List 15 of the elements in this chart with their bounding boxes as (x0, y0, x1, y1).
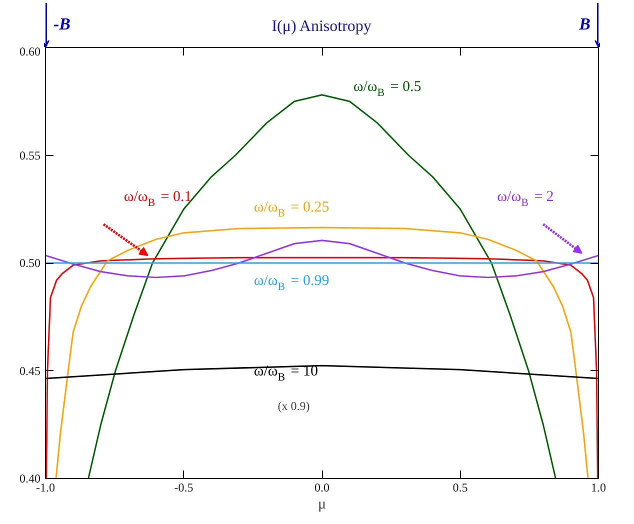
y-tick-label: 0.50 (20, 256, 40, 270)
y-tick-label: 0.60 (20, 44, 40, 58)
annotation: (x 0.9) (278, 398, 310, 413)
y-tick-label: 0.40 (20, 472, 40, 486)
text: B (578, 14, 591, 34)
x-tick-label: 1.0 (591, 480, 606, 494)
text: -B (54, 14, 70, 34)
x-axis-title: μ (318, 496, 326, 512)
y-tick-label: 0.55 (20, 148, 40, 162)
x-tick-label: 0.5 (452, 480, 468, 494)
x-tick-label: 0.0 (314, 480, 330, 494)
y-tick-label: 0.45 (20, 364, 40, 378)
chart-title: I(μ) Anisotropy (272, 18, 372, 35)
line-series (88, 94, 556, 478)
x-tick-label: -0.5 (174, 480, 194, 494)
